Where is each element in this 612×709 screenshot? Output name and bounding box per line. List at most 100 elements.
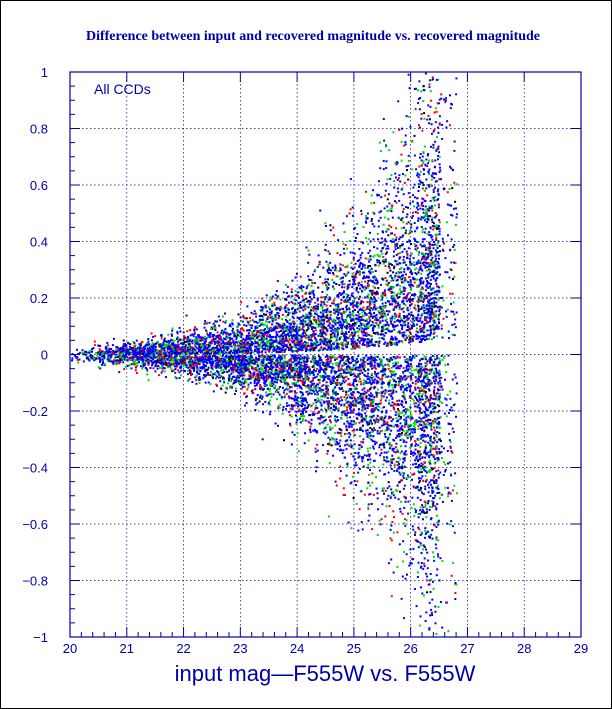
scatter-point xyxy=(438,102,440,105)
scatter-point xyxy=(116,356,119,358)
scatter-point xyxy=(416,226,419,229)
scatter-point xyxy=(377,310,380,312)
scatter-point xyxy=(405,334,408,337)
scatter-point xyxy=(430,261,433,264)
scatter-point xyxy=(328,408,330,411)
scatter-point xyxy=(451,378,454,381)
scatter-point xyxy=(247,323,250,326)
scatter-point xyxy=(430,123,433,126)
scatter-point xyxy=(405,432,408,435)
scatter-point xyxy=(434,121,437,124)
scatter-point xyxy=(409,562,412,565)
scatter-point xyxy=(302,342,304,345)
scatter-point xyxy=(441,388,444,391)
scatter-point xyxy=(355,273,357,276)
scatter-point xyxy=(398,312,401,315)
scatter-point xyxy=(99,351,102,354)
scatter-point xyxy=(374,325,377,328)
scatter-point xyxy=(282,391,285,394)
scatter-point xyxy=(129,359,132,362)
scatter-point xyxy=(318,381,321,384)
scatter-point xyxy=(325,316,328,319)
scatter-point xyxy=(270,392,272,395)
scatter-point xyxy=(361,364,364,367)
scatter-point xyxy=(418,80,421,83)
scatter-point xyxy=(271,317,274,320)
scatter-point xyxy=(401,384,404,387)
scatter-point xyxy=(217,376,220,379)
scatter-point xyxy=(97,344,100,347)
scatter-point xyxy=(312,386,315,389)
scatter-point xyxy=(340,341,343,344)
scatter-point xyxy=(448,523,451,526)
scatter-point xyxy=(321,421,324,424)
scatter-point xyxy=(410,357,413,360)
scatter-point xyxy=(234,369,237,372)
scatter-point xyxy=(98,348,101,351)
scatter-point xyxy=(319,319,322,322)
scatter-point xyxy=(427,304,429,307)
scatter-point xyxy=(387,367,390,370)
scatter-point xyxy=(84,350,86,353)
scatter-point xyxy=(337,401,340,404)
scatter-point xyxy=(435,310,438,313)
scatter-point xyxy=(350,409,353,412)
scatter-point xyxy=(433,482,436,484)
scatter-point xyxy=(397,100,400,103)
scatter-point xyxy=(397,415,400,418)
scatter-point xyxy=(349,423,352,426)
scatter-point xyxy=(418,528,421,531)
scatter-point xyxy=(449,461,452,464)
scatter-point xyxy=(190,340,193,343)
scatter-point xyxy=(370,296,372,299)
scatter-point xyxy=(436,102,439,105)
scatter-point xyxy=(425,262,428,265)
scatter-point xyxy=(122,339,125,342)
scatter-point xyxy=(402,310,405,313)
scatter-point xyxy=(419,317,422,320)
scatter-point xyxy=(372,329,374,332)
scatter-point xyxy=(348,298,351,301)
scatter-point xyxy=(298,356,301,359)
scatter-point xyxy=(411,381,414,384)
scatter-point xyxy=(401,395,404,398)
scatter-point xyxy=(359,256,362,259)
scatter-point xyxy=(418,466,421,469)
scatter-point xyxy=(268,342,271,345)
scatter-point xyxy=(328,252,331,255)
scatter-point xyxy=(289,414,291,417)
scatter-point xyxy=(429,591,432,593)
scatter-point xyxy=(438,123,441,126)
grid-lines xyxy=(70,72,581,637)
scatter-point xyxy=(416,212,419,214)
scatter-point xyxy=(167,339,170,342)
scatter-point xyxy=(378,306,381,309)
scatter-point xyxy=(357,372,360,375)
scatter-point xyxy=(415,365,418,368)
scatter-point xyxy=(343,403,346,406)
scatter-point xyxy=(366,301,369,304)
scatter-point xyxy=(428,329,431,332)
scatter-point xyxy=(385,182,388,185)
scatter-point xyxy=(424,218,427,220)
scatter-point xyxy=(294,404,297,407)
scatter-point xyxy=(230,377,233,380)
scatter-point xyxy=(339,369,342,372)
scatter-point xyxy=(337,321,340,324)
scatter-point xyxy=(175,360,178,363)
scatter-point xyxy=(239,356,242,359)
scatter-point xyxy=(354,262,357,265)
scatter-point xyxy=(362,361,365,364)
scatter-point xyxy=(427,153,430,155)
scatter-point xyxy=(217,336,220,339)
scatter-point xyxy=(222,333,225,336)
scatter-point xyxy=(196,371,198,374)
scatter-point xyxy=(315,470,317,473)
scatter-point xyxy=(401,425,404,428)
scatter-point xyxy=(427,253,430,255)
scatter-point xyxy=(406,308,408,311)
scatter-point xyxy=(344,310,347,313)
scatter-point xyxy=(124,365,127,368)
scatter-point xyxy=(436,354,439,357)
scatter-point xyxy=(136,362,139,364)
